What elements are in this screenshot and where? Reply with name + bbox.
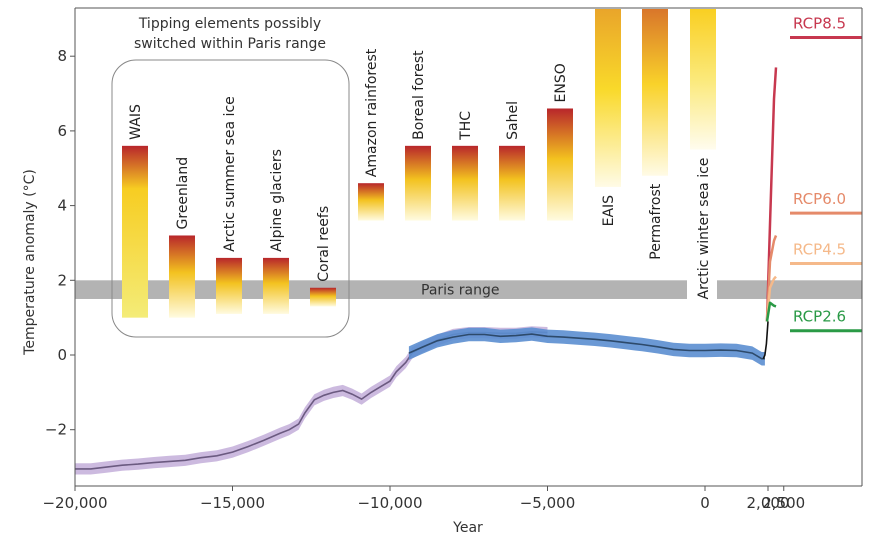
rcp-label: RCP4.5 [793, 240, 846, 258]
x-tick-label: −10,000 [357, 494, 422, 512]
tipping-bar-label: THC [458, 111, 474, 141]
series-line [762, 321, 769, 360]
rcp-label: RCP6.0 [793, 190, 846, 208]
tipping-bar [499, 145, 525, 221]
tipping-bar-label: Alpine glaciers [269, 149, 285, 252]
tipping-bar [122, 145, 148, 318]
rcp-label: RCP8.5 [793, 15, 846, 33]
tipping-bars-layer: WAIS Greenland Arctic summer sea ice Alpine… [122, 9, 716, 318]
tipping-bar [216, 257, 242, 314]
paris-range-band [717, 280, 862, 299]
tipping-bar [642, 9, 668, 176]
tipping-bar [310, 287, 336, 307]
tipping-group-title: switched within Paris range [134, 36, 326, 52]
tipping-group-box [111, 59, 350, 338]
tipping-bar-label: ENSO [553, 63, 569, 102]
tipping-bar-label: Arctic summer sea ice [222, 96, 238, 252]
series-line [408, 333, 765, 360]
rcp-label: RCP2.6 [793, 308, 846, 326]
tipping-bar [547, 108, 573, 221]
tipping-bar-label: EAIS [601, 195, 617, 227]
tipping-bar-label: Amazon rainforest [364, 48, 380, 177]
tipping-bar-label: Boreal forest [411, 50, 427, 140]
y-tick-label: 8 [57, 47, 67, 65]
series-band [75, 326, 548, 475]
tipping-group-layer: Tipping elements possibly switched within… [111, 16, 350, 338]
tipping-bar [452, 145, 478, 221]
tipping-bar-label: WAIS [128, 104, 144, 140]
axes-layer: 8 6 4 2 0 −2 −20,000 −15,000 −10,000 −5,000 0 2,000… [42, 7, 863, 512]
tipping-bar-label: Greenland [175, 157, 191, 230]
tipping-bar [358, 183, 384, 221]
y-tick-label: 2 [57, 271, 67, 289]
tipping-bar [169, 235, 195, 318]
tipping-bar [690, 9, 716, 150]
series-line-rcp26 [765, 301, 777, 322]
y-tick-label: −2 [45, 421, 67, 439]
tipping-bar [595, 9, 621, 187]
tipping-group-title: Tipping elements possibly [138, 16, 321, 32]
tipping-bar [405, 145, 431, 221]
y-tick-label: 0 [57, 346, 67, 364]
tipping-bar-label: Coral reefs [316, 206, 332, 282]
tipping-bar [263, 257, 289, 314]
x-axis-title: Year [452, 520, 483, 536]
tipping-bar-label: Permafrost [648, 183, 664, 260]
x-tick-label: −15,000 [200, 494, 265, 512]
x-tick-label: 2,000 [747, 494, 790, 512]
series-layer [75, 36, 862, 475]
x-tick-label: 2,500 [762, 494, 805, 512]
y-tick-label: 6 [57, 122, 67, 140]
tipping-bar-label: Sahel [505, 101, 521, 140]
x-tick-label: −5,000 [520, 494, 576, 512]
x-tick-label: 0 [700, 494, 710, 512]
tipping-bar-label: Arctic winter sea ice [696, 158, 712, 300]
paris-range-band [75, 280, 687, 299]
paris-range-label: Paris range [421, 283, 500, 299]
series-band [408, 327, 765, 366]
labels-layer: RCP8.5 RCP6.0 RCP4.5 RCP2.6 [793, 15, 846, 326]
y-axis-title: Temperature anomaly (°C) [22, 169, 38, 356]
x-tick-label: −20,000 [42, 494, 107, 512]
y-tick-label: 4 [57, 197, 67, 215]
